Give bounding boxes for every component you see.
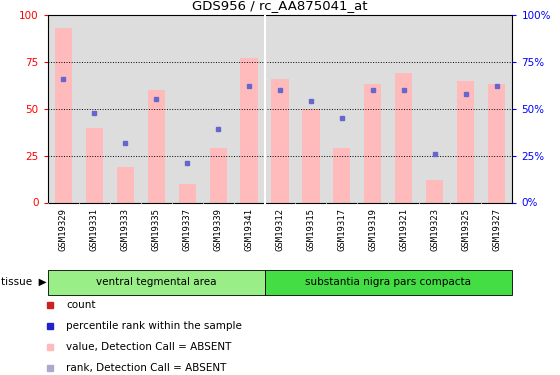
FancyBboxPatch shape <box>264 270 512 295</box>
Text: ventral tegmental area: ventral tegmental area <box>96 277 216 286</box>
Text: count: count <box>66 300 96 310</box>
Text: GSM19339: GSM19339 <box>213 208 222 251</box>
Text: GSM19321: GSM19321 <box>399 208 408 251</box>
Text: GSM19315: GSM19315 <box>306 208 315 251</box>
FancyBboxPatch shape <box>48 270 264 295</box>
Text: GSM19333: GSM19333 <box>120 208 129 251</box>
Bar <box>147 90 165 202</box>
Bar <box>272 79 288 203</box>
Text: percentile rank within the sample: percentile rank within the sample <box>66 321 242 331</box>
Text: GSM19317: GSM19317 <box>338 208 347 251</box>
Bar <box>54 28 72 202</box>
Bar <box>179 184 195 203</box>
Text: GSM19335: GSM19335 <box>152 208 161 251</box>
Bar <box>395 73 413 202</box>
Bar <box>458 81 474 203</box>
Text: GSM19337: GSM19337 <box>183 208 192 251</box>
Text: GSM19331: GSM19331 <box>90 208 99 251</box>
Bar <box>333 148 351 202</box>
Text: GSM19323: GSM19323 <box>431 208 440 251</box>
Bar <box>365 84 381 203</box>
Text: GSM19319: GSM19319 <box>368 208 377 251</box>
Text: GSM19327: GSM19327 <box>492 208 501 251</box>
Bar <box>426 180 444 203</box>
Text: GSM19341: GSM19341 <box>245 208 254 251</box>
Bar <box>209 148 227 202</box>
Text: GSM19312: GSM19312 <box>276 208 284 251</box>
Text: tissue  ▶: tissue ▶ <box>1 277 46 287</box>
Text: rank, Detection Call = ABSENT: rank, Detection Call = ABSENT <box>66 363 227 373</box>
Text: value, Detection Call = ABSENT: value, Detection Call = ABSENT <box>66 342 232 352</box>
Text: GSM19325: GSM19325 <box>461 208 470 251</box>
Bar <box>116 167 134 202</box>
Text: substantia nigra pars compacta: substantia nigra pars compacta <box>305 277 472 286</box>
Text: GSM19329: GSM19329 <box>59 208 68 251</box>
Bar <box>302 109 320 202</box>
Bar <box>240 58 258 202</box>
Title: GDS956 / rc_AA875041_at: GDS956 / rc_AA875041_at <box>192 0 368 12</box>
Bar <box>86 128 102 202</box>
Bar <box>488 84 506 203</box>
